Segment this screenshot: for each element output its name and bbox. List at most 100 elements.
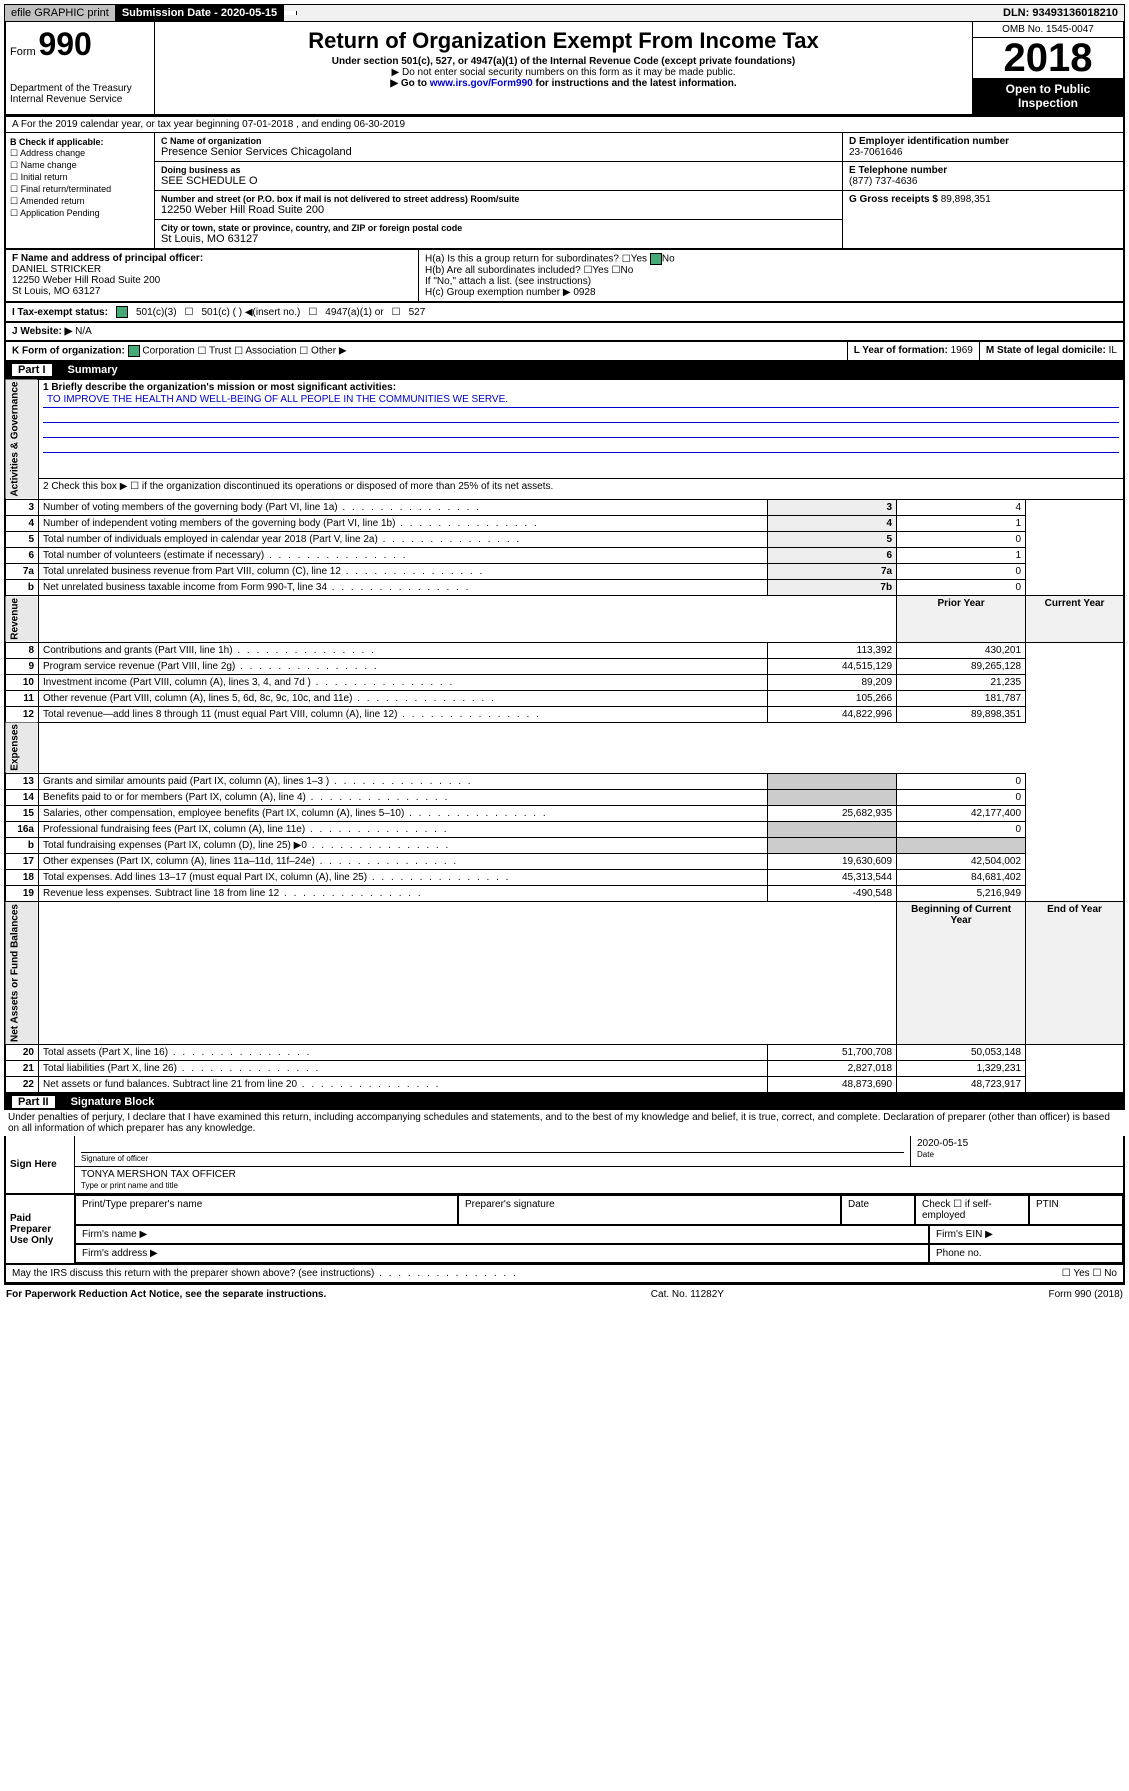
firm-name: Firm's name ▶ (75, 1225, 929, 1244)
prep-sig-h: Preparer's signature (458, 1195, 841, 1225)
table-row: 7aTotal unrelated business revenue from … (5, 564, 1124, 580)
efile-badge: efile GRAPHIC print (5, 5, 116, 21)
col-c: C Name of organization Presence Senior S… (155, 133, 843, 248)
table-row: 14Benefits paid to or for members (Part … (5, 790, 1124, 806)
addr-label: Number and street (or P.O. box if mail i… (161, 194, 836, 204)
current-year-header: Current Year (1026, 596, 1124, 643)
tel-value: (877) 737-4636 (849, 176, 917, 187)
chk-initial-return[interactable]: Initial return (10, 172, 150, 183)
chk-name-change[interactable]: Name change (10, 160, 150, 171)
table-row: 10Investment income (Part VIII, column (… (5, 674, 1124, 690)
table-row: 11Other revenue (Part VIII, column (A), … (5, 690, 1124, 706)
table-row: 21Total liabilities (Part X, line 26)2,8… (5, 1061, 1124, 1077)
gross-value: 89,898,351 (941, 194, 991, 205)
chk-other[interactable] (299, 346, 308, 357)
form-title: Return of Organization Exempt From Incom… (159, 28, 968, 54)
header-center: Return of Organization Exempt From Incom… (155, 22, 972, 114)
ha-yes[interactable] (622, 254, 631, 265)
dba-label: Doing business as (161, 165, 836, 175)
sign-date: 2020-05-15 (917, 1138, 968, 1149)
end-year-header: End of Year (1026, 902, 1124, 1045)
officer-addr1: 12250 Weber Hill Road Suite 200 (12, 275, 160, 286)
perjury-statement: Under penalties of perjury, I declare th… (4, 1110, 1125, 1136)
table-row: 16aProfessional fundraising fees (Part I… (5, 822, 1124, 838)
header-left: Form 990 Department of the Treasury Inte… (6, 22, 155, 114)
dept-label: Department of the Treasury Internal Reve… (10, 83, 150, 105)
vert-activities: Activities & Governance (5, 379, 39, 500)
city-label: City or town, state or province, country… (161, 223, 836, 233)
sign-here-label: Sign Here (6, 1136, 75, 1193)
hc-value: 0928 (573, 287, 595, 298)
chk-address-change[interactable]: Address change (10, 148, 150, 159)
form-header: Form 990 Department of the Treasury Inte… (4, 22, 1125, 116)
ha-no[interactable] (650, 253, 662, 265)
spacer (284, 11, 297, 15)
h-block: H(a) Is this a group return for subordin… (419, 250, 1123, 301)
table-row: bNet unrelated business taxable income f… (5, 580, 1124, 596)
col-b-checkboxes: B Check if applicable: Address change Na… (6, 133, 155, 248)
table-row: 8Contributions and grants (Part VIII, li… (5, 642, 1124, 658)
part-2-header: Part II Signature Block (4, 1094, 1125, 1110)
line-a: A For the 2019 calendar year, or tax yea… (6, 117, 1123, 133)
dba-value: SEE SCHEDULE O (161, 175, 258, 187)
discuss-yes[interactable] (1062, 1268, 1071, 1279)
table-row: bTotal fundraising expenses (Part IX, co… (5, 838, 1124, 854)
chk-501c[interactable] (185, 307, 194, 318)
row-i: I Tax-exempt status: 501(c)(3) 501(c) ( … (4, 303, 1125, 323)
website-value: N/A (75, 326, 92, 337)
gross-label: G Gross receipts $ (849, 194, 938, 205)
vert-expenses: Expenses (5, 722, 39, 774)
prep-date-h: Date (841, 1195, 915, 1225)
chk-amended[interactable]: Amended return (10, 196, 150, 207)
chk-assoc[interactable] (234, 346, 243, 357)
page-footer: For Paperwork Reduction Act Notice, see … (4, 1284, 1125, 1304)
ein-value: 23-7061646 (849, 147, 902, 158)
chk-trust[interactable] (197, 346, 206, 357)
irs-link[interactable]: www.irs.gov/Form990 (430, 78, 533, 89)
subtitle-3: ▶ Go to www.irs.gov/Form990 for instruct… (159, 78, 968, 89)
table-row: 22Net assets or fund balances. Subtract … (5, 1077, 1124, 1094)
chk-4947[interactable] (308, 307, 317, 318)
prep-ptin-h: PTIN (1029, 1195, 1123, 1225)
discuss-no[interactable] (1092, 1268, 1101, 1279)
domicile-state: IL (1109, 345, 1117, 356)
officer-print-name: TONYA MERSHON TAX OFFICER (81, 1169, 236, 1180)
table-row: 18Total expenses. Add lines 13–17 (must … (5, 870, 1124, 886)
chk-501c3[interactable] (116, 306, 128, 318)
prep-self-emp: Check ☐ if self-employed (915, 1195, 1029, 1225)
header-right: OMB No. 1545-0047 2018 Open to Public In… (972, 22, 1123, 114)
discuss-row: May the IRS discuss this return with the… (4, 1265, 1125, 1284)
table-row: 17Other expenses (Part IX, column (A), l… (5, 854, 1124, 870)
table-row: 4Number of independent voting members of… (5, 516, 1124, 532)
submission-date-btn[interactable]: Submission Date - 2020-05-15 (116, 5, 284, 21)
entity-block: A For the 2019 calendar year, or tax yea… (4, 116, 1125, 250)
table-row: 9Program service revenue (Part VIII, lin… (5, 658, 1124, 674)
table-row: 13Grants and similar amounts paid (Part … (5, 774, 1124, 790)
firm-ein: Firm's EIN ▶ (929, 1225, 1123, 1244)
firm-addr: Firm's address ▶ (75, 1244, 929, 1263)
year-formation: 1969 (951, 345, 973, 356)
col-b-label: B Check if applicable: (10, 137, 104, 147)
footer-left: For Paperwork Reduction Act Notice, see … (6, 1289, 326, 1300)
chk-pending[interactable]: Application Pending (10, 208, 150, 219)
subtitle-1: Under section 501(c), 527, or 4947(a)(1)… (159, 56, 968, 67)
org-name-label: C Name of organization (161, 136, 836, 146)
table-row: 3Number of voting members of the governi… (5, 500, 1124, 516)
part-1-header: Part I Summary (4, 362, 1125, 378)
vert-netassets: Net Assets or Fund Balances (5, 902, 39, 1045)
chk-corp[interactable] (128, 345, 140, 357)
row-f-h: F Name and address of principal officer:… (4, 250, 1125, 303)
top-bar: efile GRAPHIC print Submission Date - 20… (4, 4, 1125, 22)
officer-name: DANIEL STRICKER (12, 264, 101, 275)
chk-527[interactable] (392, 307, 401, 318)
subtitle-2: ▶ Do not enter social security numbers o… (159, 67, 968, 78)
chk-final-return[interactable]: Final return/terminated (10, 184, 150, 195)
prior-year-header: Prior Year (897, 596, 1026, 643)
mission-text: TO IMPROVE THE HEALTH AND WELL-BEING OF … (43, 393, 1119, 408)
paid-preparer-block: Paid Preparer Use Only Print/Type prepar… (4, 1195, 1125, 1265)
dln-label: DLN: 93493136018210 (997, 5, 1124, 21)
footer-right: Form 990 (2018) (1049, 1289, 1123, 1300)
row-k-l-m: K Form of organization: Corporation Trus… (4, 342, 1125, 362)
footer-center: Cat. No. 11282Y (651, 1289, 724, 1300)
ein-label: D Employer identification number (849, 136, 1009, 147)
